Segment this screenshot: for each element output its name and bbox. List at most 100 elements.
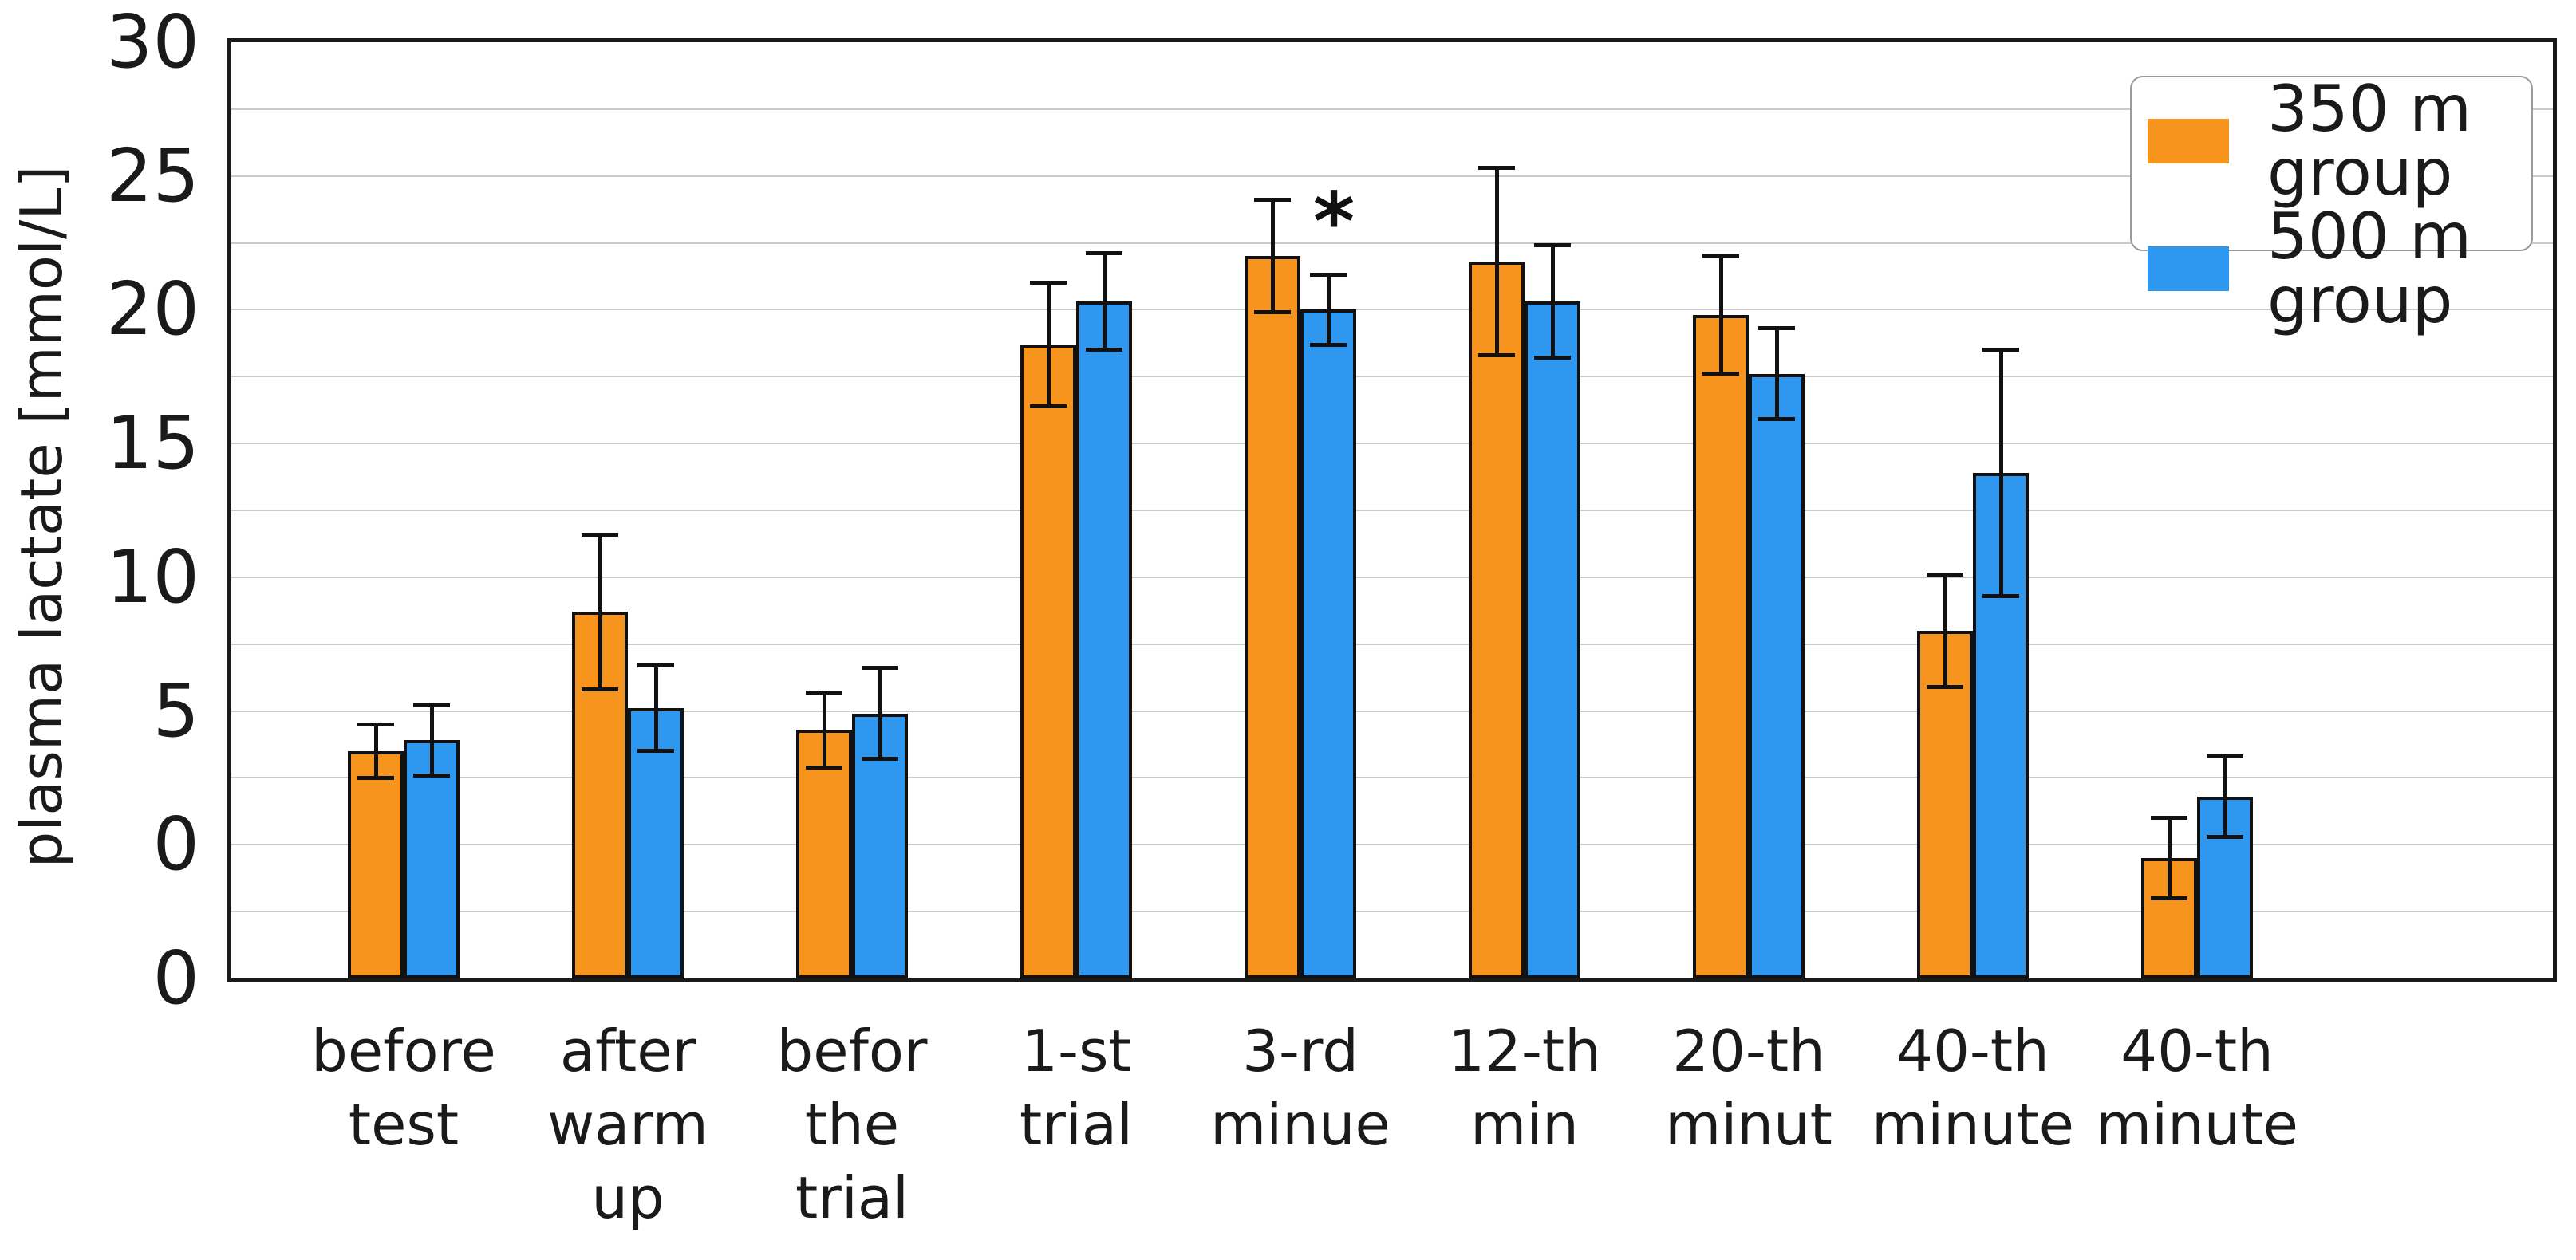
x-tick-line: minue: [1210, 1091, 1391, 1158]
y-tick-label-20-2: 20: [105, 266, 199, 352]
error-bar-cap: [1927, 573, 1963, 577]
error-bar-cap: [582, 687, 618, 692]
gridline: [231, 242, 2553, 244]
error-bar-cap: [1927, 684, 1963, 689]
x-tick-line: 12-th: [1448, 1018, 1601, 1085]
bar-500-m-group-cat4: [1300, 309, 1356, 978]
error-bar-cap: [862, 757, 898, 762]
plot-area: * 350 m group 500 m group: [227, 38, 2557, 982]
error-bar-cap: [1310, 273, 1347, 278]
x-tick-line: test: [348, 1091, 460, 1158]
error-bar-line: [653, 665, 658, 751]
error-bar-cap: [1758, 417, 1795, 422]
error-bar-cap: [862, 666, 898, 671]
error-bar-cap: [1254, 198, 1291, 203]
x-tick-line: befor: [776, 1018, 928, 1085]
error-bar-cap: [1758, 326, 1795, 331]
error-bar-cap: [413, 773, 450, 778]
legend-label-350m: 350 m group: [2267, 72, 2472, 210]
x-tick-line: warm: [547, 1091, 708, 1158]
y-tick-label-30-0: 30: [105, 0, 199, 85]
legend: 350 m group 500 m group: [2130, 72, 2533, 333]
x-tick-label-cat4: 3-rd minue: [1210, 1014, 1391, 1161]
x-tick-label-cat2: befor the trial: [777, 1014, 928, 1234]
error-bar-line: [429, 705, 434, 776]
bar-350-m-group-cat7: [1917, 630, 1973, 978]
y-tick-label-25-1: 25: [105, 132, 199, 219]
x-tick-line: min: [1470, 1091, 1579, 1158]
error-bar-line: [373, 724, 378, 778]
y-tick-label-15-3: 15: [105, 400, 199, 486]
error-bar-cap: [806, 765, 842, 770]
gridline: [231, 175, 2553, 177]
x-tick-line: up: [591, 1164, 665, 1231]
error-bar-line: [1718, 256, 1723, 374]
error-bar-cap: [1086, 251, 1122, 256]
error-bar-cap: [1534, 356, 1571, 360]
error-bar-line: [2167, 817, 2172, 899]
error-bar-line: [1943, 574, 1947, 687]
x-tick-label-cat8: 40-th minute: [2096, 1014, 2298, 1161]
error-bar-cap: [1030, 281, 1067, 285]
error-bar-line: [1494, 167, 1499, 356]
error-bar-cap: [357, 775, 394, 780]
error-bar-cap: [1310, 342, 1347, 347]
x-tick-line: 3-rd: [1242, 1018, 1359, 1085]
x-tick-label-cat0: before test: [311, 1014, 496, 1161]
bar-350-m-group-cat3: [1020, 345, 1076, 978]
error-bar-cap: [2207, 834, 2243, 839]
y-tick-label-5-5: 5: [152, 667, 199, 754]
gridline: [231, 710, 2553, 712]
error-bar-line: [1102, 253, 1107, 350]
error-bar-cap: [1982, 593, 2019, 598]
x-tick-line: 40-th: [2120, 1018, 2274, 1085]
error-bar-cap: [1702, 254, 1739, 258]
x-tick-label-cat7: 40-th minute: [1872, 1014, 2074, 1161]
error-bar-cap: [1030, 404, 1067, 408]
error-bar-line: [1550, 245, 1555, 358]
error-bar-cap: [2207, 754, 2243, 759]
error-bar-cap: [1478, 166, 1515, 171]
gridline: [231, 443, 2553, 445]
error-bar-line: [1774, 328, 1779, 419]
legend-swatch-500m-icon: [2148, 246, 2229, 291]
bar-350-m-group-cat0: [348, 750, 404, 978]
error-bar-line: [1270, 199, 1275, 313]
x-tick-line: after: [559, 1018, 696, 1085]
x-tick-label-cat1: after warm up: [547, 1014, 708, 1234]
significance-asterisk: *: [1312, 175, 1355, 269]
x-tick-line: minute: [1872, 1091, 2074, 1158]
y-tick-label-10-4: 10: [105, 534, 199, 620]
bar-350-m-group-cat5: [1469, 262, 1525, 978]
error-bar-cap: [1254, 310, 1291, 315]
x-tick-line: the: [804, 1091, 900, 1158]
bar-350-m-group-cat4: [1245, 256, 1300, 978]
x-tick-line: 1-st: [1021, 1018, 1131, 1085]
y-tick-label-0-6: 0: [152, 801, 199, 888]
error-bar-line: [822, 692, 826, 767]
gridline: [231, 108, 2553, 110]
gridline: [231, 777, 2553, 779]
error-bar-line: [1326, 274, 1331, 345]
legend-label-500m: 500 m group: [2267, 199, 2472, 337]
x-tick-label-cat6: 20-th minut: [1665, 1014, 1832, 1161]
bar-500-m-group-cat0: [404, 740, 460, 978]
error-bar-cap: [1086, 348, 1122, 352]
bar-350-m-group-cat6: [1693, 315, 1749, 978]
x-tick-line: minut: [1665, 1091, 1832, 1158]
error-bar-cap: [2151, 896, 2187, 900]
gridline: [231, 643, 2553, 645]
error-bar-line: [1998, 349, 2003, 597]
x-tick-line: trial: [1020, 1091, 1133, 1158]
x-tick-line: before: [311, 1018, 496, 1085]
error-bar-cap: [413, 703, 450, 708]
error-bar-cap: [637, 663, 674, 668]
gridline: [231, 844, 2553, 846]
x-tick-label-cat5: 12-th min: [1448, 1014, 1600, 1161]
error-bar-cap: [1702, 372, 1739, 376]
bar-500-m-group-cat1: [628, 708, 684, 978]
error-bar-line: [1046, 282, 1051, 407]
error-bar-cap: [1478, 352, 1515, 357]
gridline: [231, 309, 2553, 311]
